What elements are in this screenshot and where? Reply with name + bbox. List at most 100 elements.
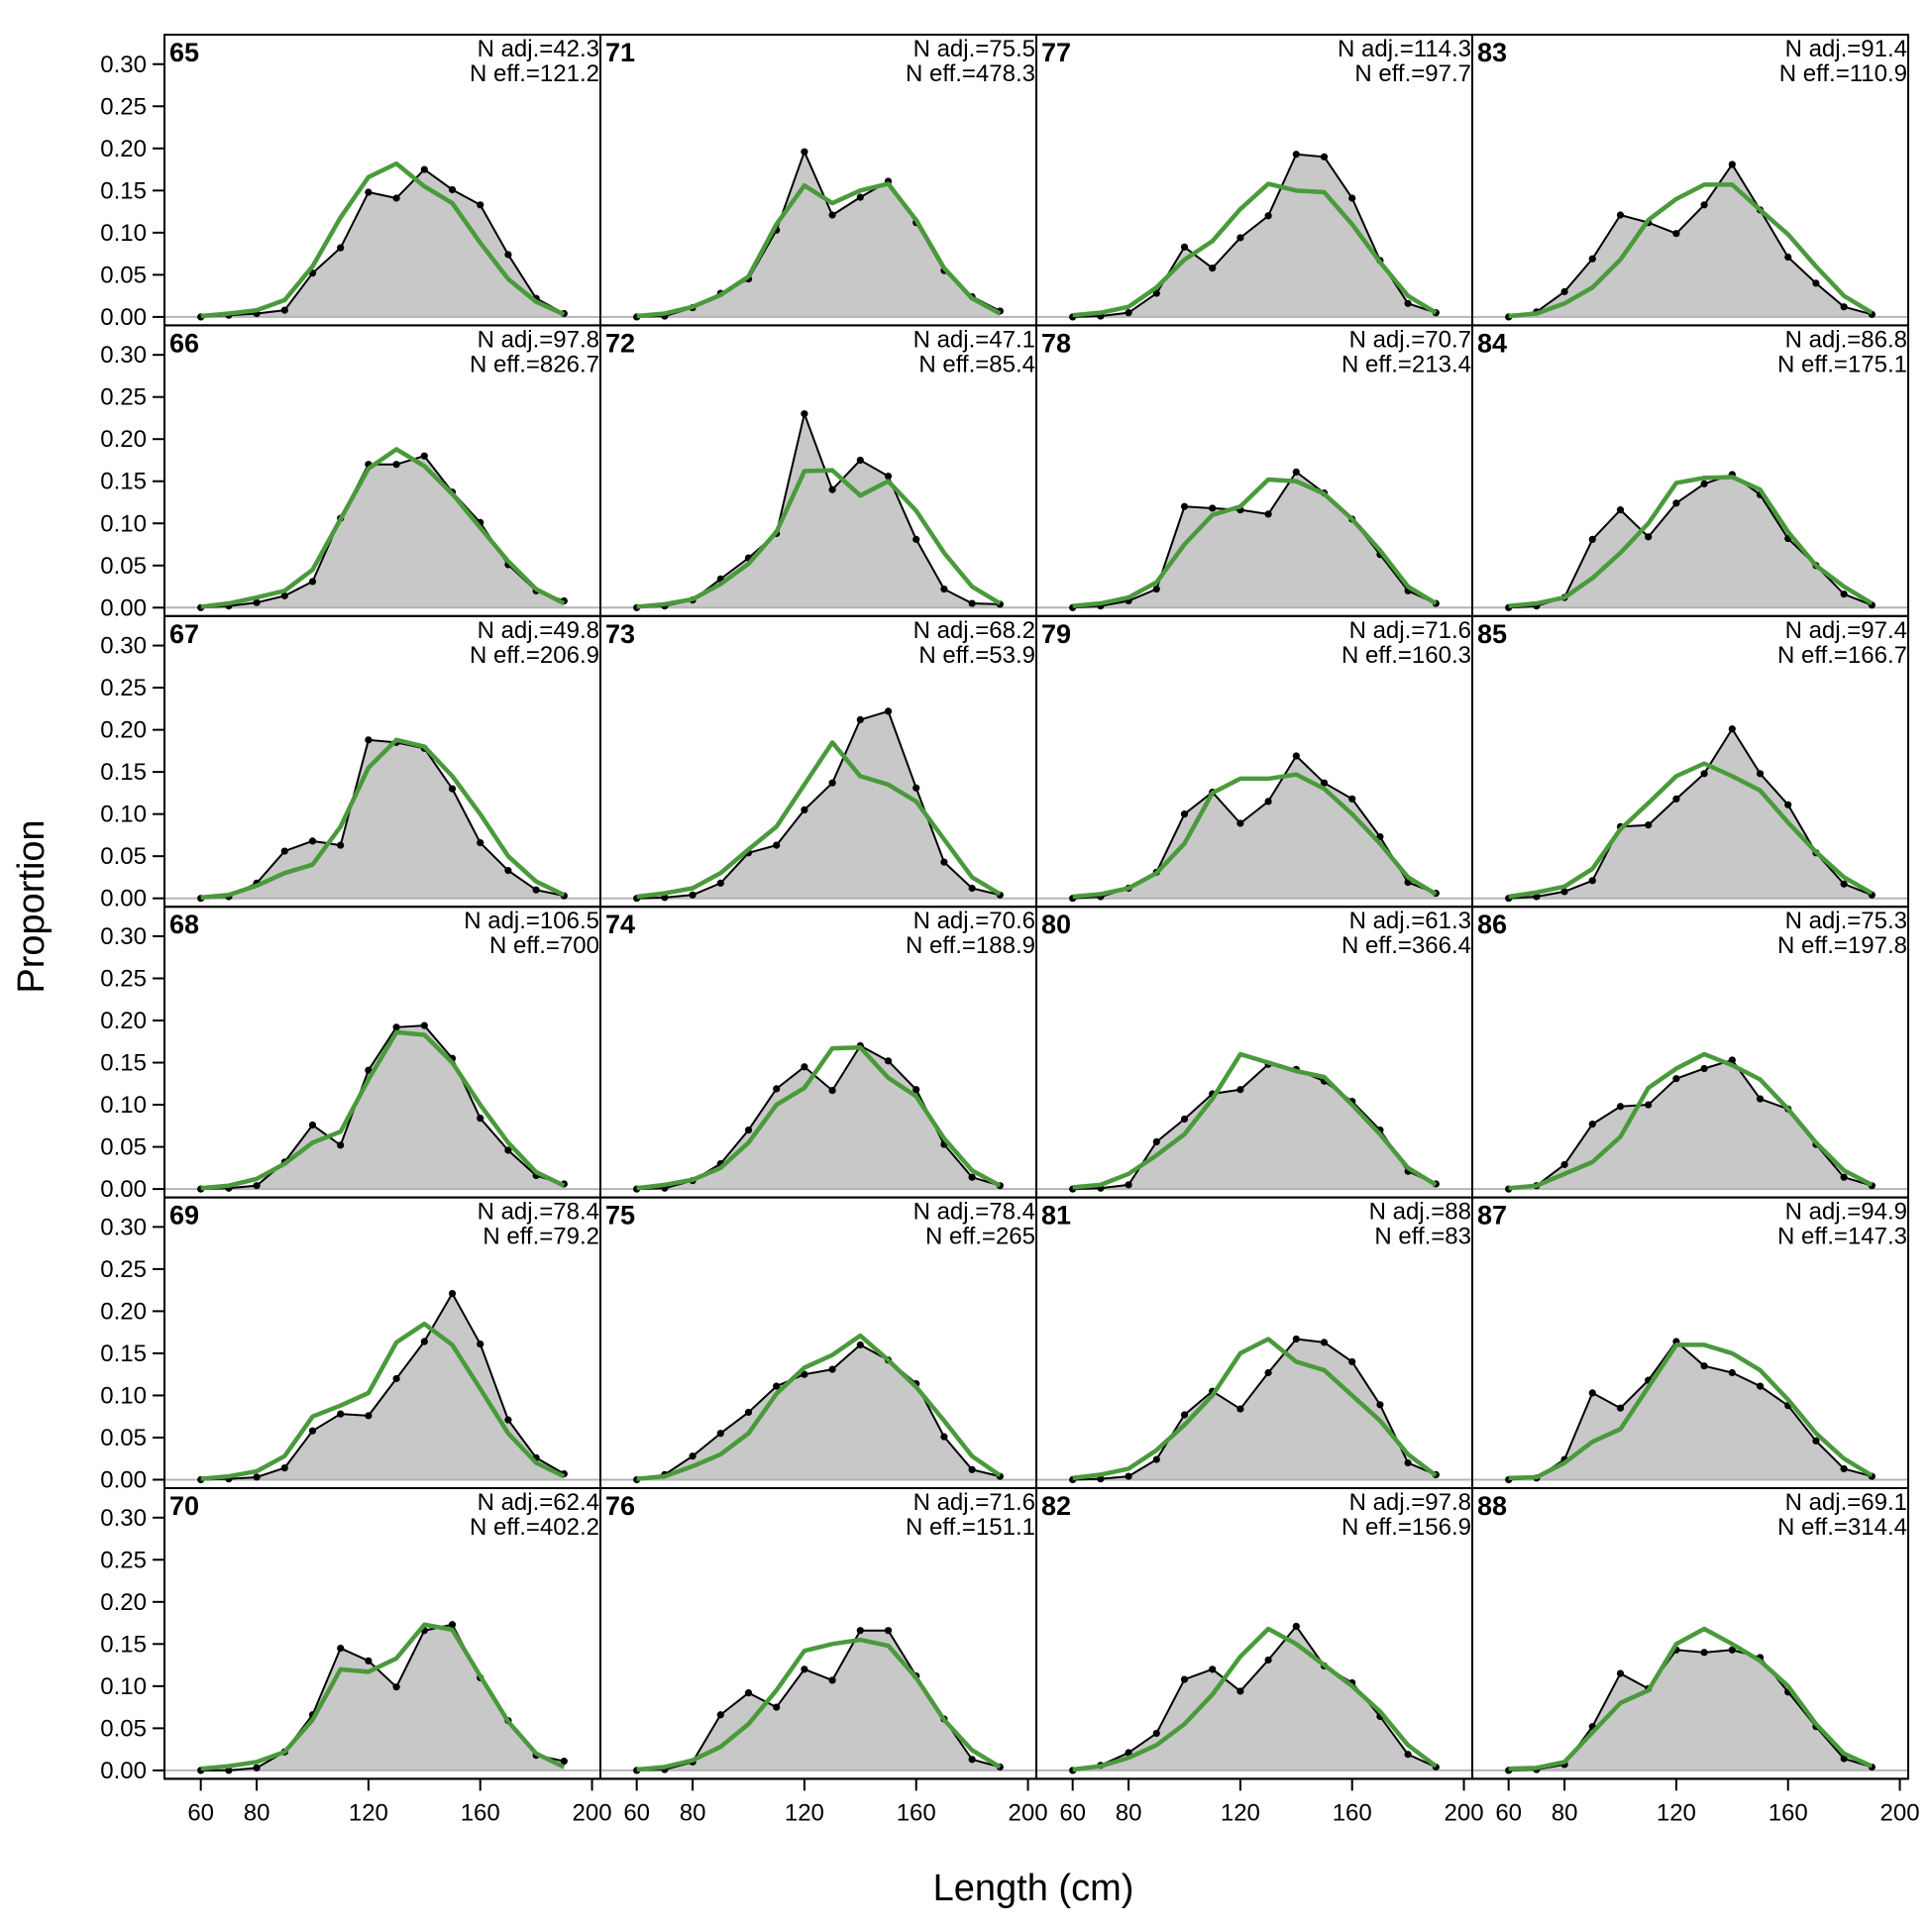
observed-point bbox=[1700, 1362, 1708, 1370]
observed-point bbox=[1125, 1181, 1132, 1189]
observed-area bbox=[200, 169, 565, 317]
panel-87: 87 N adj.=94.9N eff.=147.3 bbox=[1471, 1196, 1909, 1489]
observed-point bbox=[1264, 1656, 1272, 1664]
observed-area bbox=[636, 710, 1001, 899]
observed-point bbox=[1320, 1339, 1329, 1346]
observed-point bbox=[884, 473, 893, 481]
observed-point bbox=[1728, 161, 1736, 168]
observed-area bbox=[1508, 728, 1873, 899]
observed-area bbox=[1072, 1064, 1437, 1190]
observed-point bbox=[365, 736, 373, 744]
y-tick-label: 0.30 bbox=[100, 52, 147, 78]
panel-66: 66 N adj.=97.8N eff.=826.7 bbox=[163, 324, 601, 617]
expected-line bbox=[200, 447, 566, 609]
n-eff-label: N eff.=53.9 bbox=[918, 642, 1035, 669]
panel-79: 79 N adj.=71.6N eff.=160.3 bbox=[1035, 614, 1473, 909]
observed-point bbox=[1616, 506, 1625, 514]
panel-78: 78 N adj.=70.7N eff.=213.4 bbox=[1035, 324, 1473, 617]
observed-point bbox=[828, 211, 836, 219]
y-tick-label: 0.30 bbox=[100, 633, 147, 660]
panel-id-label: 78 bbox=[1041, 328, 1071, 358]
observed-point bbox=[1292, 468, 1300, 476]
y-tick-label: 0.00 bbox=[100, 304, 147, 331]
observed-point bbox=[1616, 1669, 1625, 1677]
observed-point bbox=[1264, 212, 1272, 220]
x-tick-label: 160 bbox=[897, 1799, 936, 1826]
observed-point bbox=[504, 1416, 512, 1424]
observed-point bbox=[1700, 480, 1708, 487]
observed-point bbox=[1728, 1646, 1736, 1654]
panel-83: 83 N adj.=91.4N eff.=110.9 bbox=[1471, 34, 1909, 327]
observed-point bbox=[1756, 1095, 1765, 1103]
x-tick-label: 200 bbox=[573, 1799, 612, 1826]
x-axis-title: Length (cm) bbox=[933, 1868, 1134, 1909]
observed-point bbox=[1320, 153, 1329, 161]
observed-point bbox=[773, 1703, 781, 1711]
observed-point bbox=[1672, 499, 1680, 507]
observed-point bbox=[940, 585, 948, 593]
observed-point bbox=[1784, 253, 1792, 262]
panel-id-label: 80 bbox=[1041, 910, 1071, 939]
n-adj-label: N adj.=88 bbox=[1369, 1199, 1471, 1226]
n-adj-label: N adj.=78.4 bbox=[913, 1199, 1035, 1226]
panel-id-label: 88 bbox=[1477, 1491, 1507, 1521]
observed-point bbox=[1616, 211, 1625, 219]
y-tick-label: 0.15 bbox=[100, 1050, 147, 1077]
observed-area bbox=[1508, 1342, 1873, 1480]
observed-line bbox=[1072, 153, 1437, 318]
y-tick-label: 0.05 bbox=[100, 262, 147, 288]
x-tick-label: 120 bbox=[1221, 1799, 1260, 1826]
y-tick-label: 0.00 bbox=[100, 886, 147, 912]
panel-84: 84 N adj.=86.8N eff.=175.1 bbox=[1471, 324, 1909, 617]
n-adj-label: N adj.=68.2 bbox=[913, 617, 1035, 644]
observed-point bbox=[420, 1338, 428, 1345]
observed-point bbox=[1180, 243, 1189, 251]
observed-point bbox=[856, 1341, 864, 1349]
observed-area bbox=[636, 413, 1001, 608]
expected-line bbox=[200, 1622, 566, 1771]
panel-88: 88 N adj.=69.1N eff.=314.4 bbox=[1471, 1487, 1909, 1780]
observed-point bbox=[1264, 510, 1272, 518]
observed-point bbox=[1588, 877, 1596, 885]
y-tick-label: 0.10 bbox=[100, 510, 147, 537]
observed-point bbox=[448, 185, 457, 194]
observed-point bbox=[1348, 795, 1356, 803]
observed-point bbox=[968, 884, 976, 893]
observed-line bbox=[200, 1292, 565, 1481]
n-eff-label: N eff.=83 bbox=[1374, 1224, 1471, 1250]
n-adj-label: N adj.=78.4 bbox=[478, 1199, 599, 1226]
panel-85: 85 N adj.=97.4N eff.=166.7 bbox=[1471, 614, 1909, 909]
panel-67: 67 N adj.=49.8N eff.=206.9 bbox=[163, 614, 601, 909]
panel-75: 75 N adj.=78.4N eff.=265 bbox=[599, 1196, 1037, 1489]
observed-area bbox=[1508, 1059, 1873, 1190]
observed-point bbox=[940, 1433, 948, 1441]
y-tick-label: 0.00 bbox=[100, 1176, 147, 1203]
n-eff-label: N eff.=151.1 bbox=[906, 1514, 1035, 1541]
observed-point bbox=[828, 485, 836, 493]
observed-area bbox=[200, 1293, 565, 1480]
panel-68: 68 N adj.=106.5N eff.=700 bbox=[163, 906, 601, 1199]
observed-point bbox=[337, 841, 345, 849]
observed-line bbox=[200, 738, 565, 900]
n-adj-label: N adj.=42.3 bbox=[478, 36, 599, 62]
n-adj-label: N adj.=71.6 bbox=[1349, 617, 1471, 644]
observed-point bbox=[420, 165, 428, 173]
observed-point bbox=[1152, 289, 1160, 297]
observed-point bbox=[856, 456, 864, 465]
y-tick-label: 0.05 bbox=[100, 1425, 147, 1451]
y-tick-label: 0.10 bbox=[100, 1092, 147, 1119]
n-adj-label: N adj.=75.5 bbox=[913, 36, 1035, 62]
y-tick-label: 0.30 bbox=[100, 1214, 147, 1240]
expected-line bbox=[636, 181, 1002, 319]
observed-point bbox=[365, 1657, 373, 1664]
axes: 0.00 0.05 0.10 0.15 0.20 0.25 0.30 0.00 0.05 0.10… bbox=[100, 35, 1920, 1826]
x-tick-label: 60 bbox=[1495, 1799, 1522, 1826]
x-tick-label: 120 bbox=[349, 1799, 388, 1826]
n-eff-label: N eff.=160.3 bbox=[1342, 642, 1471, 669]
observed-line bbox=[1508, 1341, 1873, 1481]
y-tick-label: 0.25 bbox=[100, 965, 147, 992]
n-eff-label: N eff.=97.7 bbox=[1354, 60, 1471, 87]
observed-point bbox=[773, 1382, 781, 1390]
n-adj-label: N adj.=70.6 bbox=[913, 908, 1035, 934]
observed-point bbox=[1152, 1455, 1160, 1463]
